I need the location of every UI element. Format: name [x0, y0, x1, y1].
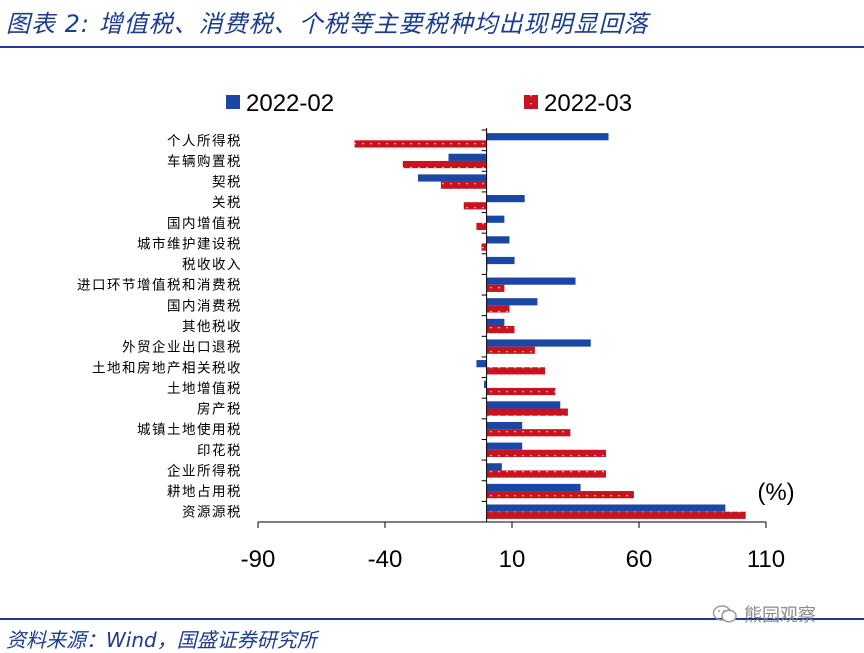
chart-legend: 2022-02 2022-03 — [226, 90, 632, 117]
bar-2022-02 — [486, 442, 523, 450]
bar-2022-03 — [486, 429, 571, 437]
category-label: 资源源税 — [182, 505, 242, 521]
category-label: 耕地占用税 — [167, 483, 242, 500]
bar-2022-02 — [448, 153, 487, 161]
category-label: 外贸企业出口退税 — [122, 339, 242, 356]
bar-2022-02 — [484, 380, 487, 388]
bar-2022-03 — [354, 140, 487, 148]
category-label: 其他税收 — [182, 319, 242, 335]
bar-2022-02 — [418, 174, 487, 182]
category-label: 个人所得税 — [167, 132, 242, 149]
bar-2022-03 — [486, 470, 606, 478]
bar-2022-03 — [486, 367, 546, 375]
bar-chart: 2022-02 2022-03 个人所得税车辆购置税契税关税国内增值税城市维护建设… — [77, 90, 795, 573]
bar-2022-02 — [486, 133, 609, 141]
bar-2022-03 — [486, 449, 606, 457]
unit-label: (%) — [757, 479, 794, 506]
x-tick-label: 60 — [626, 546, 653, 573]
category-label: 印花税 — [197, 443, 242, 459]
watermark-label: 熊园观察 — [744, 605, 816, 626]
category-labels: 个人所得税车辆购置税契税关税国内增值税城市维护建设税税收收入进口环节增值税和消费… — [77, 132, 242, 521]
category-label: 契税 — [212, 175, 242, 191]
wechat-icon — [712, 605, 737, 623]
bar-2022-02 — [486, 215, 505, 223]
category-label: 国内增值税 — [167, 216, 242, 232]
bar-2022-02 — [486, 277, 576, 285]
category-label: 国内消费税 — [167, 298, 242, 314]
bar-2022-02 — [486, 298, 538, 306]
legend-swatch — [524, 95, 538, 109]
bar-2022-03 — [463, 202, 487, 210]
x-tick-label: 110 — [747, 546, 785, 573]
bar-2022-03 — [476, 222, 487, 231]
legend-label: 2022-02 — [246, 90, 334, 117]
source-note: 资料来源：Wind，国盛证券研究所 — [6, 628, 317, 652]
bar-2022-03 — [486, 284, 505, 292]
tick-labels: -90 -40 10 60 110 (%) — [241, 479, 795, 573]
bar-2022-02 — [476, 360, 487, 368]
bar-2022-02 — [486, 463, 502, 471]
category-label: 关税 — [212, 195, 242, 211]
bar-2022-02 — [486, 504, 726, 512]
watermark: 熊园观察 — [712, 601, 816, 627]
x-tick-label: -90 — [241, 546, 276, 573]
category-label: 土地和房地产相关税收 — [92, 360, 242, 376]
bar-2022-03 — [486, 408, 568, 416]
x-tick-label: 10 — [499, 546, 526, 573]
bar-2022-02 — [486, 339, 591, 347]
figure-title: 图表 2: 增值税、消费税、个税等主要税种均出现明显回落 — [6, 10, 649, 38]
bar-2022-02 — [486, 483, 581, 492]
bottom-rule — [0, 618, 864, 620]
bar-2022-02 — [486, 401, 561, 409]
category-label: 税收收入 — [182, 257, 242, 273]
bar-2022-03 — [486, 326, 515, 334]
bar-2022-03 — [486, 346, 535, 354]
category-label: 土地增值税 — [167, 381, 242, 397]
bar-2022-03 — [440, 181, 487, 189]
legend-swatch — [226, 95, 240, 109]
bar-2022-02 — [486, 256, 515, 265]
category-label: 进口环节增值税和消费税 — [77, 278, 242, 294]
bar-2022-03 — [486, 387, 556, 396]
x-tick-label: -40 — [368, 546, 403, 573]
bar-2022-03 — [481, 243, 487, 251]
legend-label: 2022-03 — [544, 90, 632, 117]
category-label: 房产税 — [197, 402, 242, 418]
top-rule — [0, 46, 864, 48]
category-label: 城镇土地使用税 — [137, 421, 242, 438]
bar-2022-03 — [486, 511, 746, 519]
bar-2022-02 — [486, 421, 523, 430]
category-label: 企业所得税 — [167, 462, 242, 479]
category-label: 城市维护建设税 — [137, 235, 242, 252]
axes-group — [257, 128, 767, 528]
bar-2022-03 — [486, 491, 634, 499]
bar-2022-03 — [486, 305, 510, 313]
category-label: 车辆购置税 — [167, 153, 242, 170]
bar-2022-02 — [486, 236, 510, 244]
bars-group — [354, 133, 746, 519]
bar-2022-03 — [402, 160, 487, 169]
bar-2022-02 — [486, 318, 505, 326]
bar-2022-02 — [486, 195, 525, 203]
